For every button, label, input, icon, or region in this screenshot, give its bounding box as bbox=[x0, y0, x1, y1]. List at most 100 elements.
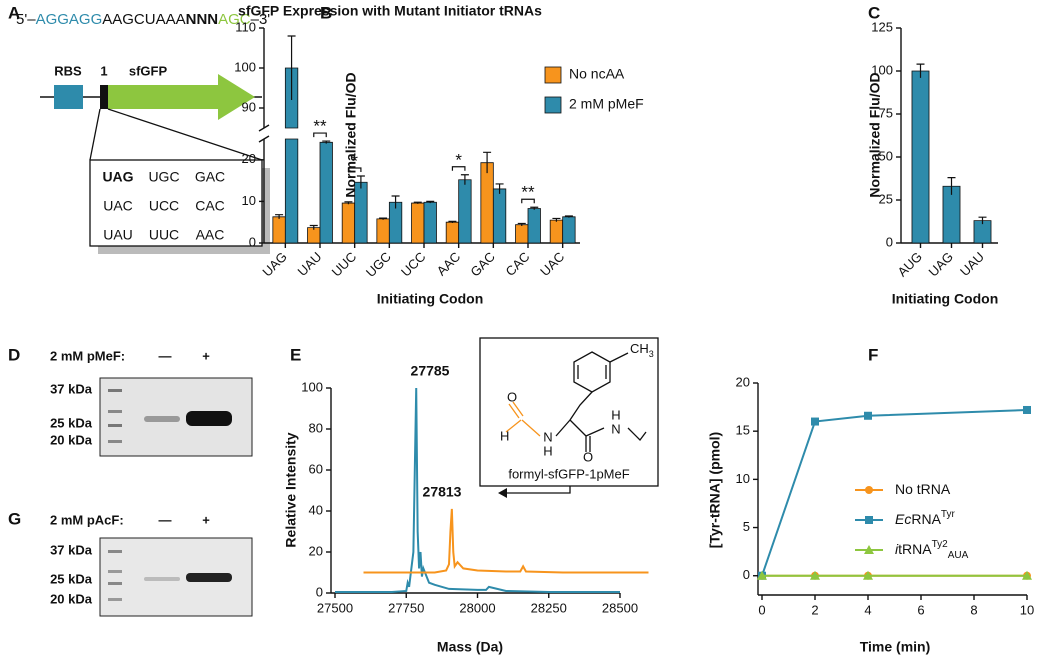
error-bar bbox=[916, 63, 925, 78]
panel-d: 2 mM pMeF: — + 37 kDa 25 kDa 20 kDa bbox=[50, 348, 253, 457]
y-tick-label: 90 bbox=[242, 99, 256, 114]
codon: CAC bbox=[195, 198, 225, 214]
y-tick-label: 10 bbox=[736, 471, 750, 486]
panel-letter: F bbox=[868, 345, 878, 364]
y-tick-label: 0 bbox=[249, 234, 256, 249]
bar bbox=[492, 188, 507, 244]
protein-band bbox=[186, 573, 232, 582]
error-bar bbox=[448, 220, 457, 224]
error-bar bbox=[460, 174, 469, 185]
marker bbox=[1023, 405, 1031, 414]
panel-letters: A B C D E F G bbox=[8, 3, 880, 528]
x-tick-label: UCC bbox=[398, 249, 429, 280]
legend-label-part: Ty2 bbox=[932, 539, 949, 550]
codon: AAC bbox=[196, 227, 225, 243]
atom: CH bbox=[630, 341, 649, 356]
bar bbox=[284, 67, 299, 244]
y-tick-label: 100 bbox=[301, 379, 323, 394]
ladder-band bbox=[108, 440, 122, 443]
codon: UAU bbox=[103, 227, 133, 243]
ladder-label: 25 kDa bbox=[50, 415, 93, 430]
gene-arrow bbox=[108, 74, 255, 120]
legend-label-part: No tRNA bbox=[895, 481, 951, 497]
x-tick-label: 10 bbox=[1020, 602, 1034, 617]
error-bar bbox=[426, 200, 435, 204]
error-bar bbox=[564, 215, 573, 218]
structure-box bbox=[479, 337, 659, 487]
panel-g: 2 mM pAcF: — + 37 kDa 25 kDa 20 kDa bbox=[50, 512, 253, 617]
ladder-band bbox=[108, 598, 122, 601]
panel-a: 5'–AGGAGGAAGCUAAANNNAGC–3' RBS 1 sfGFP U… bbox=[16, 11, 270, 254]
atom: O bbox=[507, 389, 517, 404]
significance-bracket bbox=[347, 167, 362, 173]
ladder-band bbox=[108, 424, 122, 427]
legend-label-part: AUA bbox=[948, 550, 969, 561]
panel-letter: C bbox=[868, 3, 880, 22]
x-axis-label: Mass (Da) bbox=[437, 639, 503, 655]
y-tick-label: 15 bbox=[736, 423, 750, 438]
x-axis-label: Initiating Codon bbox=[892, 291, 999, 307]
bar bbox=[480, 162, 494, 244]
x-tick-label: UGC bbox=[363, 249, 394, 280]
x-tick-label: 28500 bbox=[602, 600, 638, 615]
x-tick-label: UAC bbox=[537, 249, 567, 279]
sequence: 5'–AGGAGGAAGCUAAANNNAGC–3' bbox=[16, 11, 270, 28]
codon: UAC bbox=[103, 198, 133, 214]
legend-label-part: i bbox=[895, 541, 899, 557]
y-tick-label: 20 bbox=[242, 151, 256, 166]
legend-label: 2 mM pMeF bbox=[569, 96, 644, 112]
error-bar bbox=[495, 183, 504, 194]
y-tick-label: 60 bbox=[309, 461, 323, 476]
y-tick-label: 80 bbox=[309, 420, 323, 435]
bar bbox=[515, 224, 529, 244]
legend-label: No ncAA bbox=[569, 66, 625, 82]
atom: N bbox=[543, 429, 552, 444]
axis-break bbox=[258, 124, 270, 132]
protein-band bbox=[186, 411, 232, 426]
error-bar bbox=[356, 175, 365, 189]
x-tick-label: AAC bbox=[434, 249, 464, 279]
arrowhead bbox=[498, 488, 507, 498]
bar bbox=[388, 201, 403, 244]
error-bar bbox=[379, 217, 388, 220]
significance-label: * bbox=[351, 152, 358, 171]
error-bar bbox=[517, 222, 526, 226]
atom: H bbox=[611, 407, 620, 422]
marker bbox=[864, 411, 872, 420]
error-bar bbox=[978, 216, 987, 225]
legend-marker bbox=[865, 486, 873, 494]
codon: UCC bbox=[149, 198, 179, 214]
y-tick-label: 20 bbox=[309, 543, 323, 558]
legend-label-part: tRNA bbox=[898, 541, 932, 557]
atom: H bbox=[543, 443, 552, 458]
y-tick-label: 10 bbox=[242, 193, 256, 208]
annotation: 27785 bbox=[411, 363, 450, 379]
gene-label: sfGFP bbox=[129, 63, 168, 78]
bar bbox=[319, 141, 333, 244]
y-tick-label: 100 bbox=[234, 59, 256, 74]
seq-part: –3' bbox=[251, 11, 271, 28]
bar bbox=[272, 216, 286, 244]
lane-label: — bbox=[159, 348, 172, 363]
y-tick-label: 25 bbox=[879, 191, 893, 206]
bar bbox=[527, 208, 541, 244]
marker bbox=[811, 417, 819, 426]
gel-condition: 2 mM pAcF: bbox=[50, 512, 124, 527]
x-tick-label: 4 bbox=[864, 602, 871, 617]
atom: N bbox=[611, 421, 620, 436]
error-bar bbox=[552, 217, 561, 222]
panel-letter: G bbox=[8, 509, 21, 528]
seq-part: 5'– bbox=[16, 11, 36, 28]
rbs-label: RBS bbox=[54, 63, 82, 78]
legend-label: No tRNA bbox=[895, 481, 951, 497]
structure-label: formyl-sfGFP-1pMeF bbox=[508, 466, 629, 481]
ladder-label: 37 kDa bbox=[50, 542, 93, 557]
codon: UAG bbox=[102, 169, 133, 185]
bar bbox=[423, 201, 437, 244]
panel-letter: D bbox=[8, 345, 20, 364]
x-tick-label: 0 bbox=[758, 602, 765, 617]
marker bbox=[757, 570, 767, 580]
panel-letter: A bbox=[8, 3, 20, 22]
x-axis-label: Time (min) bbox=[860, 639, 931, 655]
bar bbox=[376, 218, 390, 244]
